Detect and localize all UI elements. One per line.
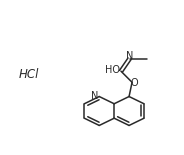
Text: HO: HO [105, 65, 120, 75]
Text: HCl: HCl [18, 68, 39, 81]
Text: N: N [91, 91, 98, 101]
Text: N: N [126, 51, 133, 61]
Text: O: O [130, 78, 138, 88]
